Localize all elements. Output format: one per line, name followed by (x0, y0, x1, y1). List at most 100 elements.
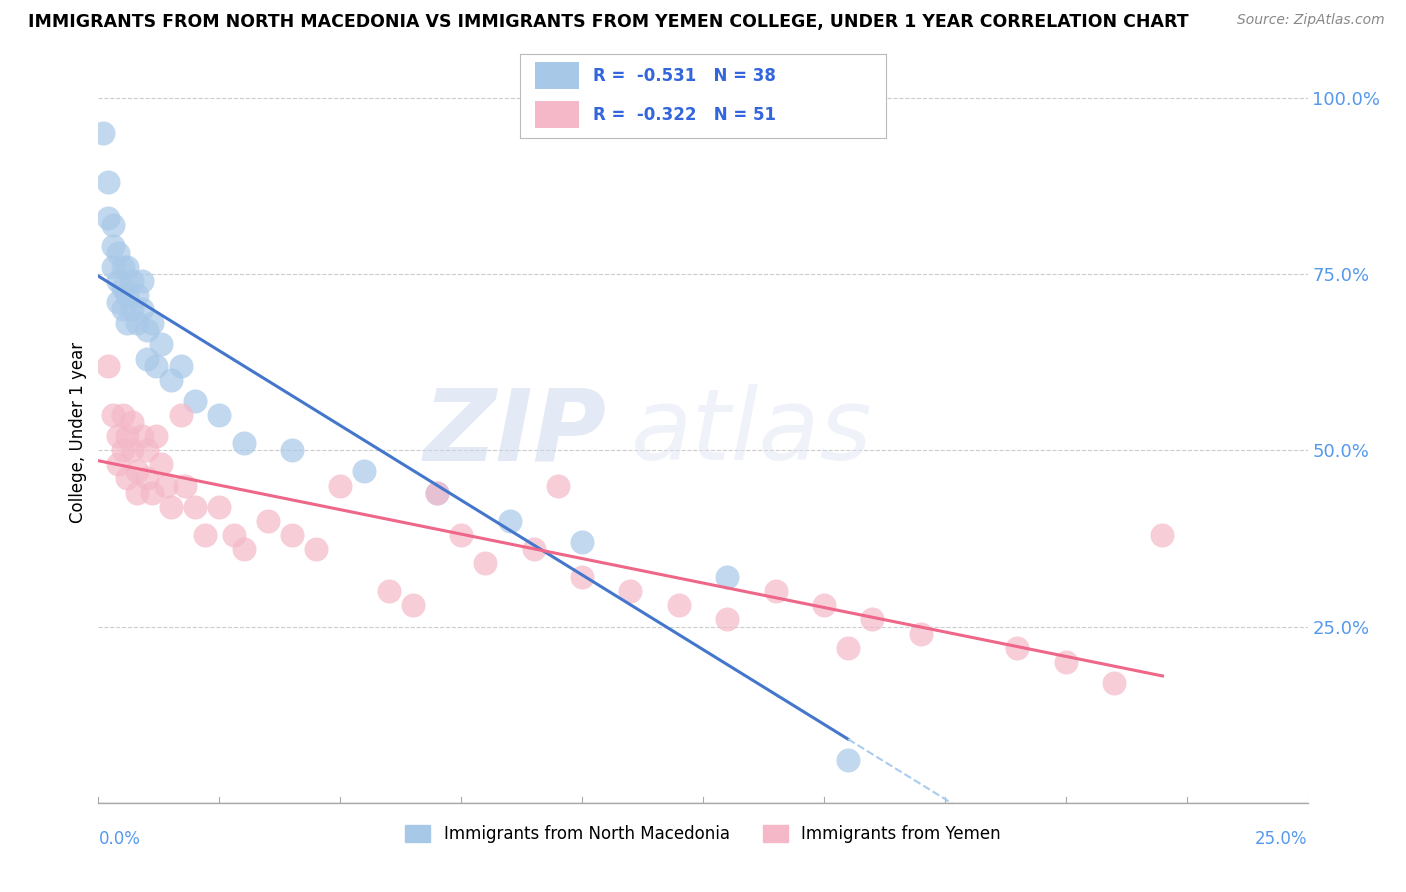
Point (111, 302, 134, 317)
Point (450, 528, 472, 542)
Point (813, 599, 835, 613)
Point (117, 471, 139, 485)
Point (474, 556, 496, 570)
Point (160, 500, 183, 514)
Point (668, 599, 690, 613)
Text: 0.0%: 0.0% (98, 830, 141, 847)
Point (353, 464, 375, 478)
Point (97, 211, 120, 225)
Point (111, 408, 134, 422)
Point (305, 541, 328, 556)
Point (1007, 640, 1029, 655)
Point (1054, 655, 1077, 669)
Point (208, 500, 231, 514)
Point (169, 359, 191, 373)
Point (127, 288, 149, 302)
Point (498, 514, 520, 528)
Point (101, 408, 124, 422)
Point (127, 464, 149, 478)
Text: IMMIGRANTS FROM NORTH MACEDONIA VS IMMIGRANTS FROM YEMEN COLLEGE, UNDER 1 YEAR C: IMMIGRANTS FROM NORTH MACEDONIA VS IMMIG… (28, 13, 1188, 31)
Point (281, 443, 304, 458)
Point (111, 443, 134, 458)
Point (281, 528, 304, 542)
Point (141, 316, 163, 330)
Y-axis label: College, Under 1 year: College, Under 1 year (69, 342, 87, 524)
Point (107, 295, 129, 310)
Point (141, 485, 163, 500)
Text: atlas: atlas (630, 384, 872, 481)
Legend: Immigrants from North Macedonia, Immigrants from Yemen: Immigrants from North Macedonia, Immigra… (398, 819, 1008, 850)
Point (97, 175, 120, 189)
Bar (534, 101, 579, 128)
Point (232, 436, 254, 450)
Point (145, 359, 167, 373)
Point (329, 478, 352, 492)
Point (107, 429, 129, 443)
Point (174, 478, 197, 492)
Point (101, 218, 124, 232)
Point (155, 478, 177, 492)
Text: 25.0%: 25.0% (1256, 830, 1308, 847)
Point (117, 316, 139, 330)
Point (402, 599, 425, 613)
Point (910, 626, 932, 640)
Point (111, 260, 134, 274)
Point (194, 528, 217, 542)
Point (184, 500, 207, 514)
Point (121, 443, 143, 458)
Point (160, 373, 183, 387)
Point (571, 535, 593, 549)
Point (117, 288, 139, 302)
Point (150, 337, 173, 351)
Point (101, 239, 124, 253)
Text: ZIP: ZIP (423, 384, 606, 481)
Point (837, 754, 859, 768)
Point (145, 429, 167, 443)
Point (150, 458, 173, 472)
Point (101, 260, 124, 274)
Point (860, 612, 883, 626)
Point (107, 458, 129, 472)
Point (169, 408, 191, 422)
Point (135, 351, 157, 366)
Text: Source: ZipAtlas.com: Source: ZipAtlas.com (1237, 13, 1385, 28)
Point (135, 323, 157, 337)
Point (716, 570, 738, 584)
Point (91, 126, 114, 140)
Point (1102, 676, 1125, 690)
Point (222, 528, 245, 542)
Point (107, 274, 129, 288)
Point (121, 302, 143, 317)
Point (1152, 528, 1174, 542)
Point (121, 274, 143, 288)
Point (837, 640, 859, 655)
Point (716, 612, 738, 626)
Point (426, 485, 449, 500)
Point (131, 302, 153, 317)
Point (208, 408, 231, 422)
Point (765, 584, 787, 599)
Text: R =  -0.531   N = 38: R = -0.531 N = 38 (593, 67, 776, 85)
Point (571, 570, 593, 584)
Point (232, 541, 254, 556)
Point (131, 274, 153, 288)
Point (619, 584, 641, 599)
Point (131, 429, 153, 443)
Point (426, 485, 449, 500)
Point (127, 485, 149, 500)
Text: R =  -0.322   N = 51: R = -0.322 N = 51 (593, 105, 776, 123)
Point (547, 478, 569, 492)
Point (184, 393, 207, 408)
Point (107, 245, 129, 260)
Point (111, 281, 134, 295)
Point (117, 429, 139, 443)
Point (135, 471, 157, 485)
Point (117, 260, 139, 274)
Point (135, 443, 157, 458)
Point (256, 514, 278, 528)
Point (127, 316, 149, 330)
Point (121, 415, 143, 429)
Bar (534, 62, 579, 89)
Point (377, 584, 399, 599)
Point (97, 359, 120, 373)
